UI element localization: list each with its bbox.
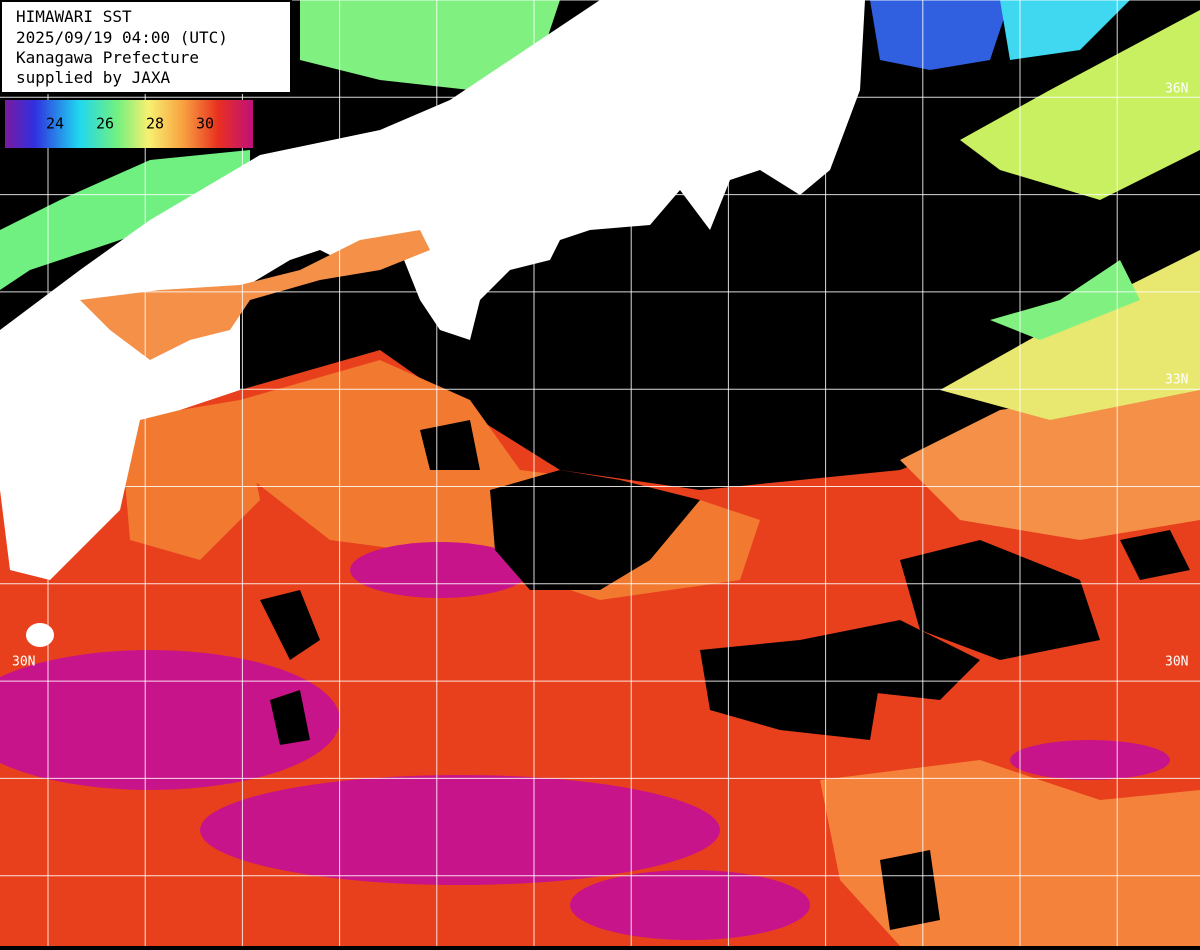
inland-sea: [80, 230, 430, 360]
colorbar-gradient: [5, 100, 253, 148]
latitude-labels: 36N 33N 33N 30N 30N: [12, 82, 1188, 670]
header-line: HIMAWARI SST: [16, 7, 132, 26]
colorbar-tick-label: 24: [46, 115, 64, 133]
lat-label: 36N: [1165, 82, 1188, 97]
header-line: Kanagawa Prefecture: [16, 48, 199, 67]
header-line: supplied by JAXA: [16, 68, 170, 87]
colorbar-tick-label: 26: [96, 115, 114, 133]
header-line: 2025/09/19 04:00 (UTC): [16, 28, 228, 47]
lat-label: 33N: [1165, 373, 1188, 388]
colorbar-tick-label: 30: [196, 115, 214, 133]
colorbar: 24 26 28 30: [5, 100, 253, 148]
lat-label: 30N: [12, 655, 35, 670]
lat-label: 30N: [1165, 655, 1188, 670]
colorbar-tick-label: 28: [146, 115, 164, 133]
lat-label: 33N: [12, 375, 35, 390]
header-box: HIMAWARI SST 2025/09/19 04:00 (UTC) Kana…: [0, 0, 292, 94]
land: [0, 0, 865, 647]
